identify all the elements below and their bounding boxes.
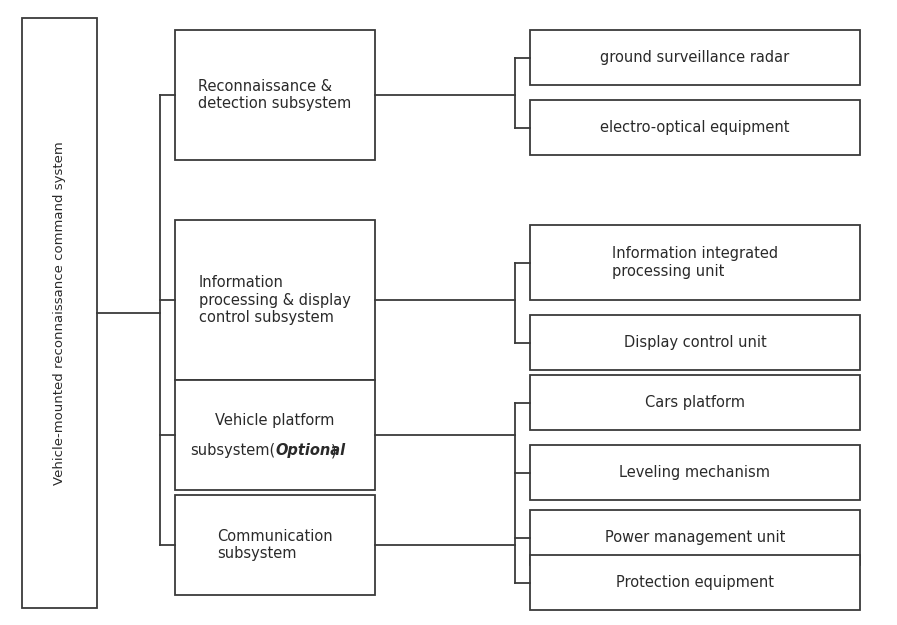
Bar xyxy=(530,315,860,370)
Bar xyxy=(530,225,860,300)
Text: Information integrated
processing unit: Information integrated processing unit xyxy=(612,246,778,279)
Text: Cars platform: Cars platform xyxy=(645,395,745,410)
Bar xyxy=(530,375,860,430)
Text: electro-optical equipment: electro-optical equipment xyxy=(600,120,789,135)
Bar xyxy=(530,30,860,85)
Bar xyxy=(175,220,375,380)
Bar xyxy=(530,100,860,155)
Bar xyxy=(530,445,860,500)
Text: Information
processing & display
control subsystem: Information processing & display control… xyxy=(199,275,351,325)
Bar xyxy=(530,510,860,565)
Text: Protection equipment: Protection equipment xyxy=(616,575,774,590)
Text: Communication
subsystem: Communication subsystem xyxy=(217,529,333,561)
Bar xyxy=(530,555,860,610)
Text: Optional: Optional xyxy=(275,444,345,459)
Text: subsystem(: subsystem( xyxy=(190,444,275,459)
Bar xyxy=(22,18,97,608)
Text: Leveling mechanism: Leveling mechanism xyxy=(620,465,771,480)
Text: Vehicle platform: Vehicle platform xyxy=(215,414,335,429)
Text: ground surveillance radar: ground surveillance radar xyxy=(600,50,789,65)
Bar xyxy=(175,30,375,160)
Text: Reconnaissance &
detection subsystem: Reconnaissance & detection subsystem xyxy=(198,79,352,111)
Bar xyxy=(175,495,375,595)
Text: Power management unit: Power management unit xyxy=(605,530,785,545)
Text: Vehicle-mounted reconnaissance command system: Vehicle-mounted reconnaissance command s… xyxy=(53,141,66,485)
Bar xyxy=(175,380,375,490)
Text: ): ) xyxy=(331,444,336,459)
Text: Display control unit: Display control unit xyxy=(623,335,766,350)
